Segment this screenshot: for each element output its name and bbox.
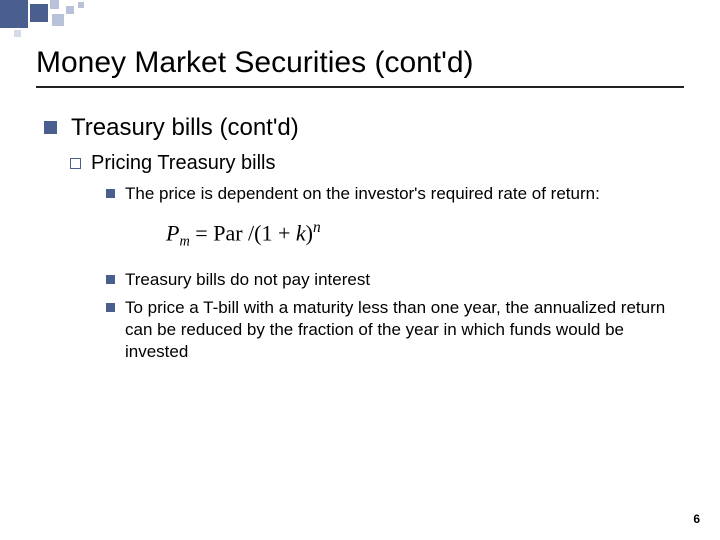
hollow-square-bullet-icon bbox=[70, 158, 81, 169]
level3-item: Treasury bills do not pay interest bbox=[106, 269, 684, 291]
level3-list-2: Treasury bills do not pay interest To pr… bbox=[106, 269, 684, 363]
level3-text: Treasury bills do not pay interest bbox=[125, 269, 370, 291]
formula-Par: Par bbox=[213, 220, 242, 245]
small-square-bullet-icon bbox=[106, 275, 115, 284]
slide-body: Money Market Securities (cont'd) Treasur… bbox=[0, 0, 720, 363]
formula-close: ) bbox=[306, 220, 313, 245]
formula-eq: = bbox=[190, 220, 213, 245]
corner-decoration bbox=[0, 0, 130, 32]
page-number: 6 bbox=[693, 512, 700, 526]
title-underline bbox=[36, 86, 684, 88]
level3-item: To price a T-bill with a maturity less t… bbox=[106, 297, 684, 363]
level3-item: The price is dependent on the investor's… bbox=[106, 183, 684, 205]
small-square-bullet-icon bbox=[106, 303, 115, 312]
level3-text: The price is dependent on the investor's… bbox=[125, 183, 600, 205]
level1-item: Treasury bills (cont'd) bbox=[44, 114, 684, 142]
formula-P: P bbox=[166, 220, 179, 245]
formula-exp-n: n bbox=[313, 219, 321, 236]
formula: Pm = Par /(1 + k)n bbox=[166, 219, 684, 251]
level3-text: To price a T-bill with a maturity less t… bbox=[125, 297, 684, 363]
formula-sub-m: m bbox=[179, 234, 189, 250]
formula-k: k bbox=[296, 220, 306, 245]
slide-title: Money Market Securities (cont'd) bbox=[36, 46, 684, 80]
level2-text: Pricing Treasury bills bbox=[91, 152, 276, 175]
square-bullet-icon bbox=[44, 121, 57, 134]
level2-item: Pricing Treasury bills bbox=[70, 152, 684, 175]
level1-text: Treasury bills (cont'd) bbox=[71, 114, 299, 142]
small-square-bullet-icon bbox=[106, 189, 115, 198]
formula-div: /(1 + bbox=[243, 220, 296, 245]
level3-list: The price is dependent on the investor's… bbox=[106, 183, 684, 205]
